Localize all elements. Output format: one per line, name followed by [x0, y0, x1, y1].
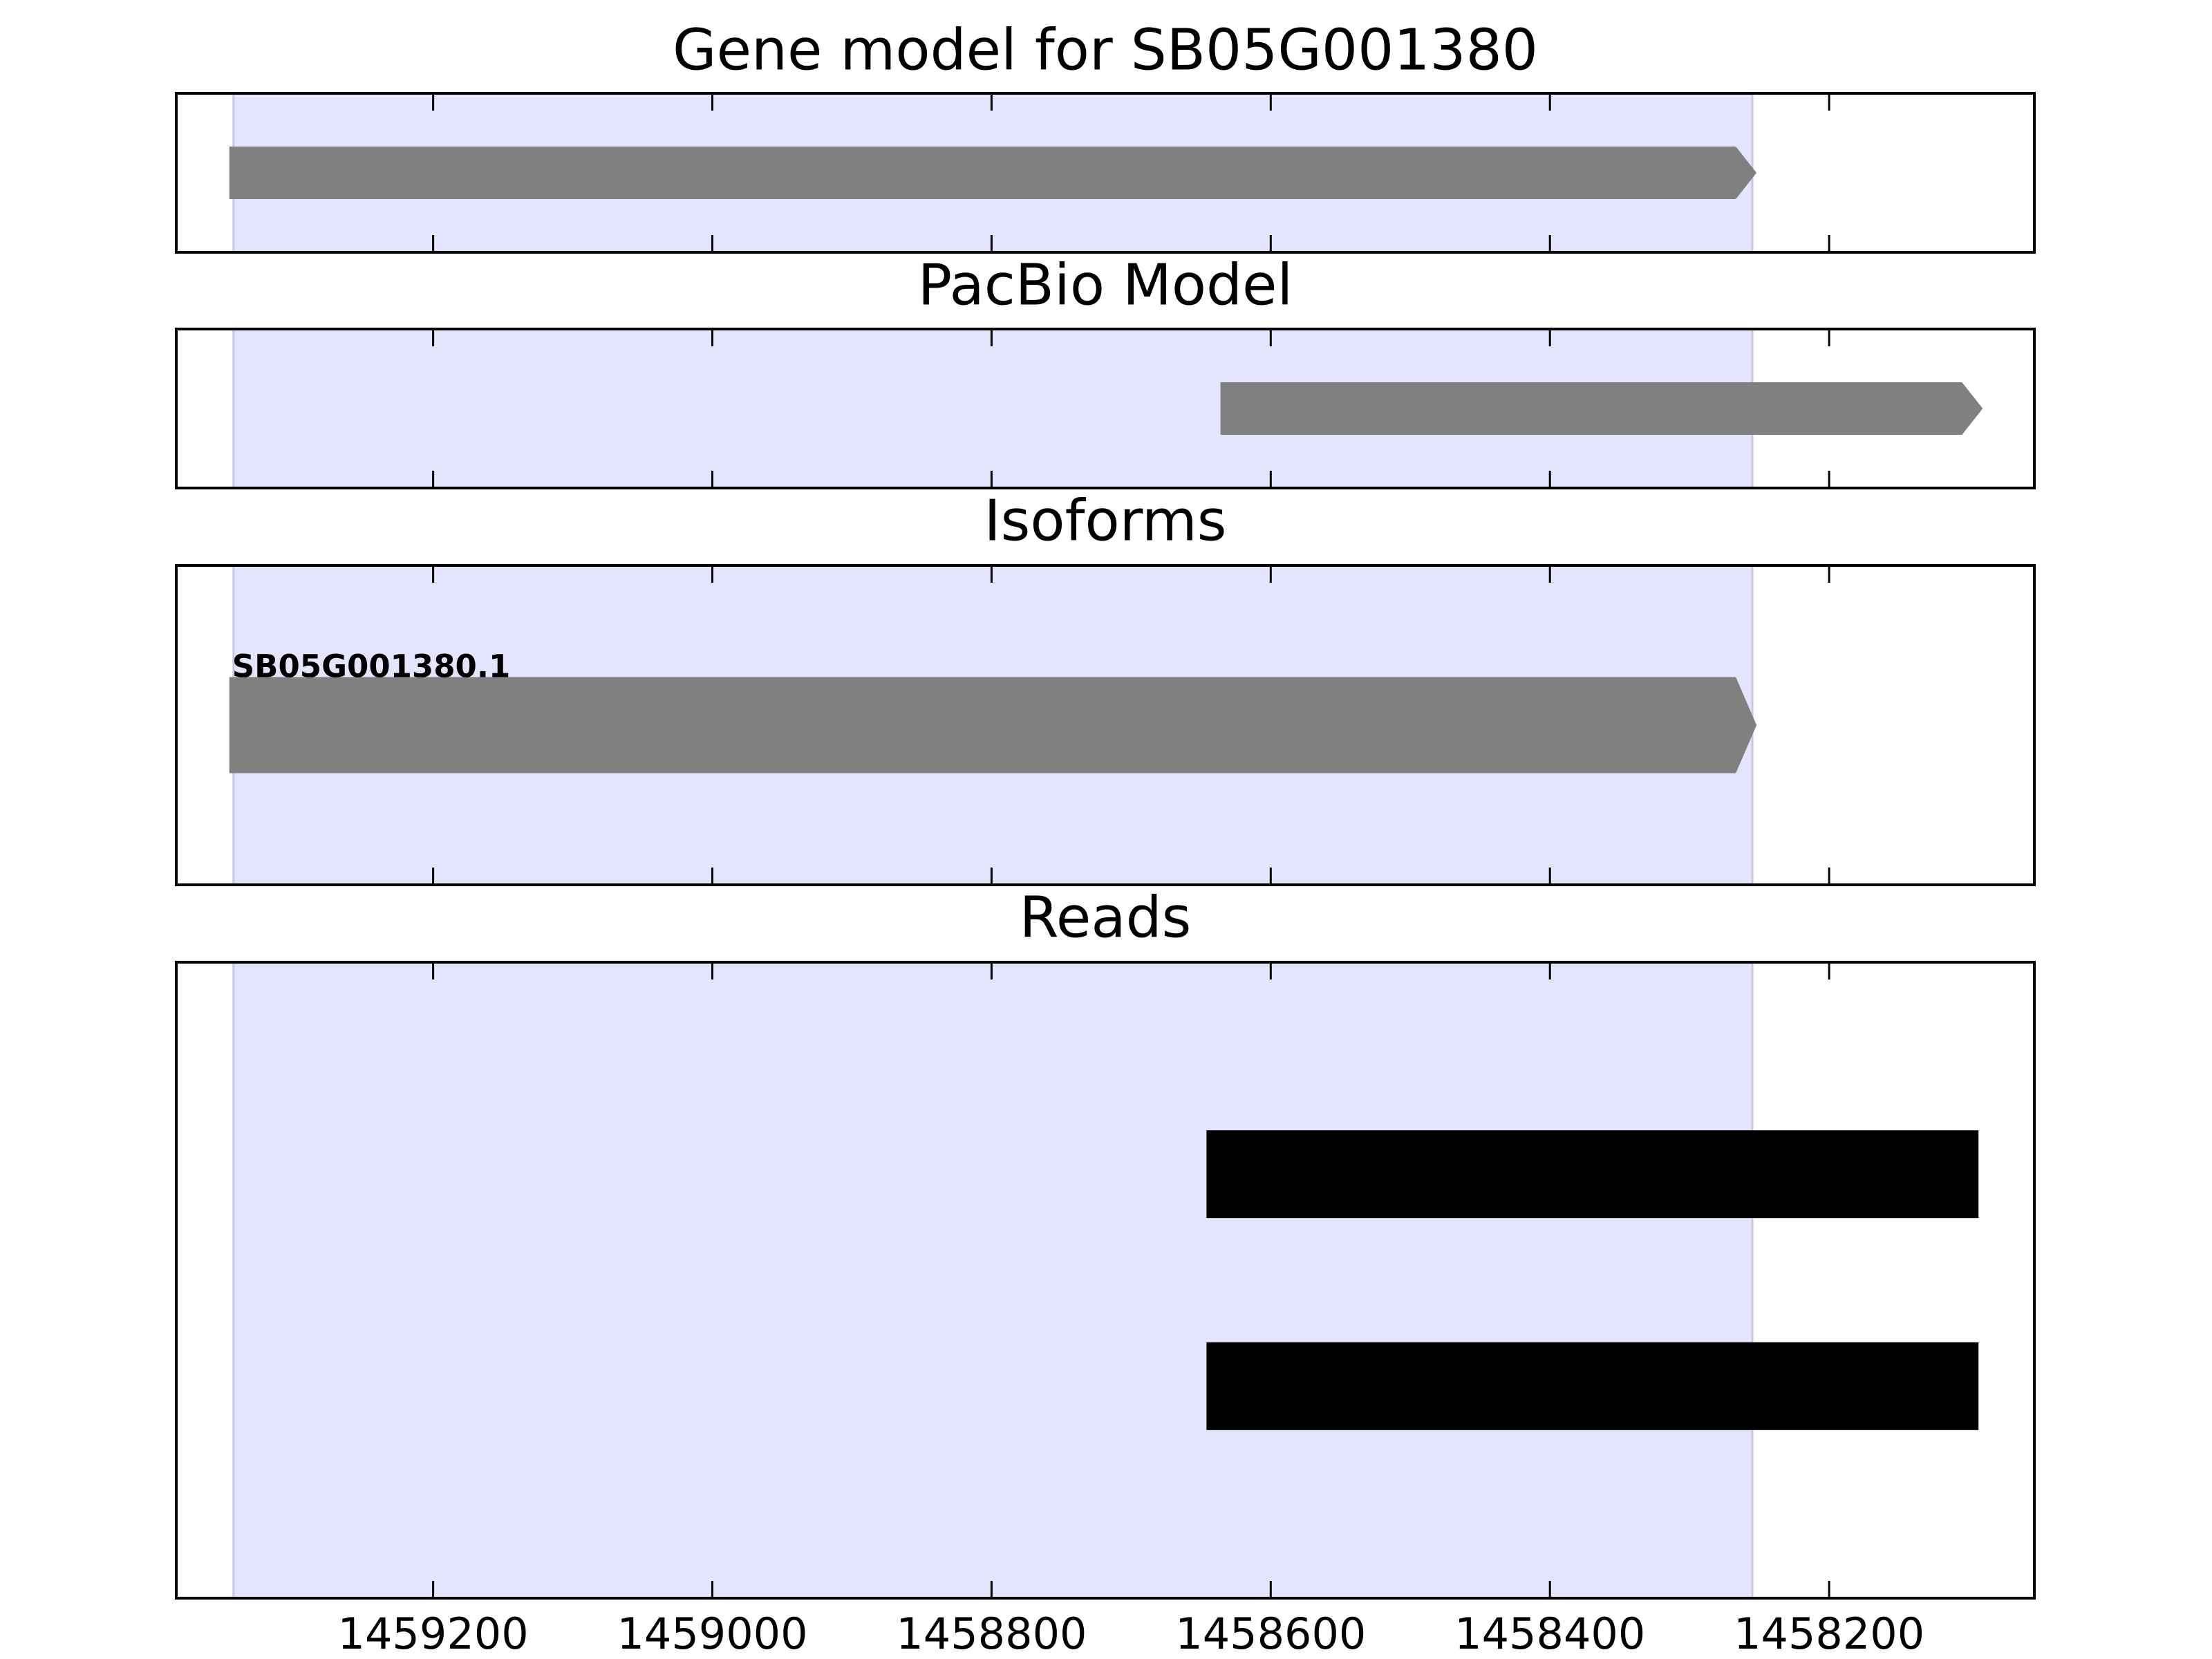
x-tick-label: 1459000	[617, 1609, 807, 1659]
x-tick-label: 1458400	[1454, 1609, 1645, 1659]
x-tick-label: 1458200	[1734, 1609, 1924, 1659]
x-tick-label: 1458800	[896, 1609, 1087, 1659]
axes-frame	[175, 328, 2036, 489]
panel-title: PacBio Model	[918, 252, 1293, 318]
highlight-span	[233, 962, 1753, 1598]
axes-frame	[175, 564, 2036, 886]
isoform-label: SB05G001380.1	[232, 648, 511, 685]
panel-title: Gene model for SB05G001380	[673, 17, 1538, 83]
gene-arrow	[1220, 382, 1983, 435]
axes-frame	[175, 961, 2036, 1600]
read	[1206, 1342, 1979, 1430]
x-tick-label: 1458600	[1175, 1609, 1366, 1659]
panel-title: Reads	[1020, 885, 1192, 950]
panel-title: Isoforms	[984, 488, 1227, 554]
gene-arrow	[229, 147, 1757, 199]
gene-arrow	[229, 677, 1757, 774]
axes-frame	[175, 92, 2036, 254]
x-tick-label: 1459200	[338, 1609, 529, 1659]
read	[1206, 1130, 1979, 1219]
